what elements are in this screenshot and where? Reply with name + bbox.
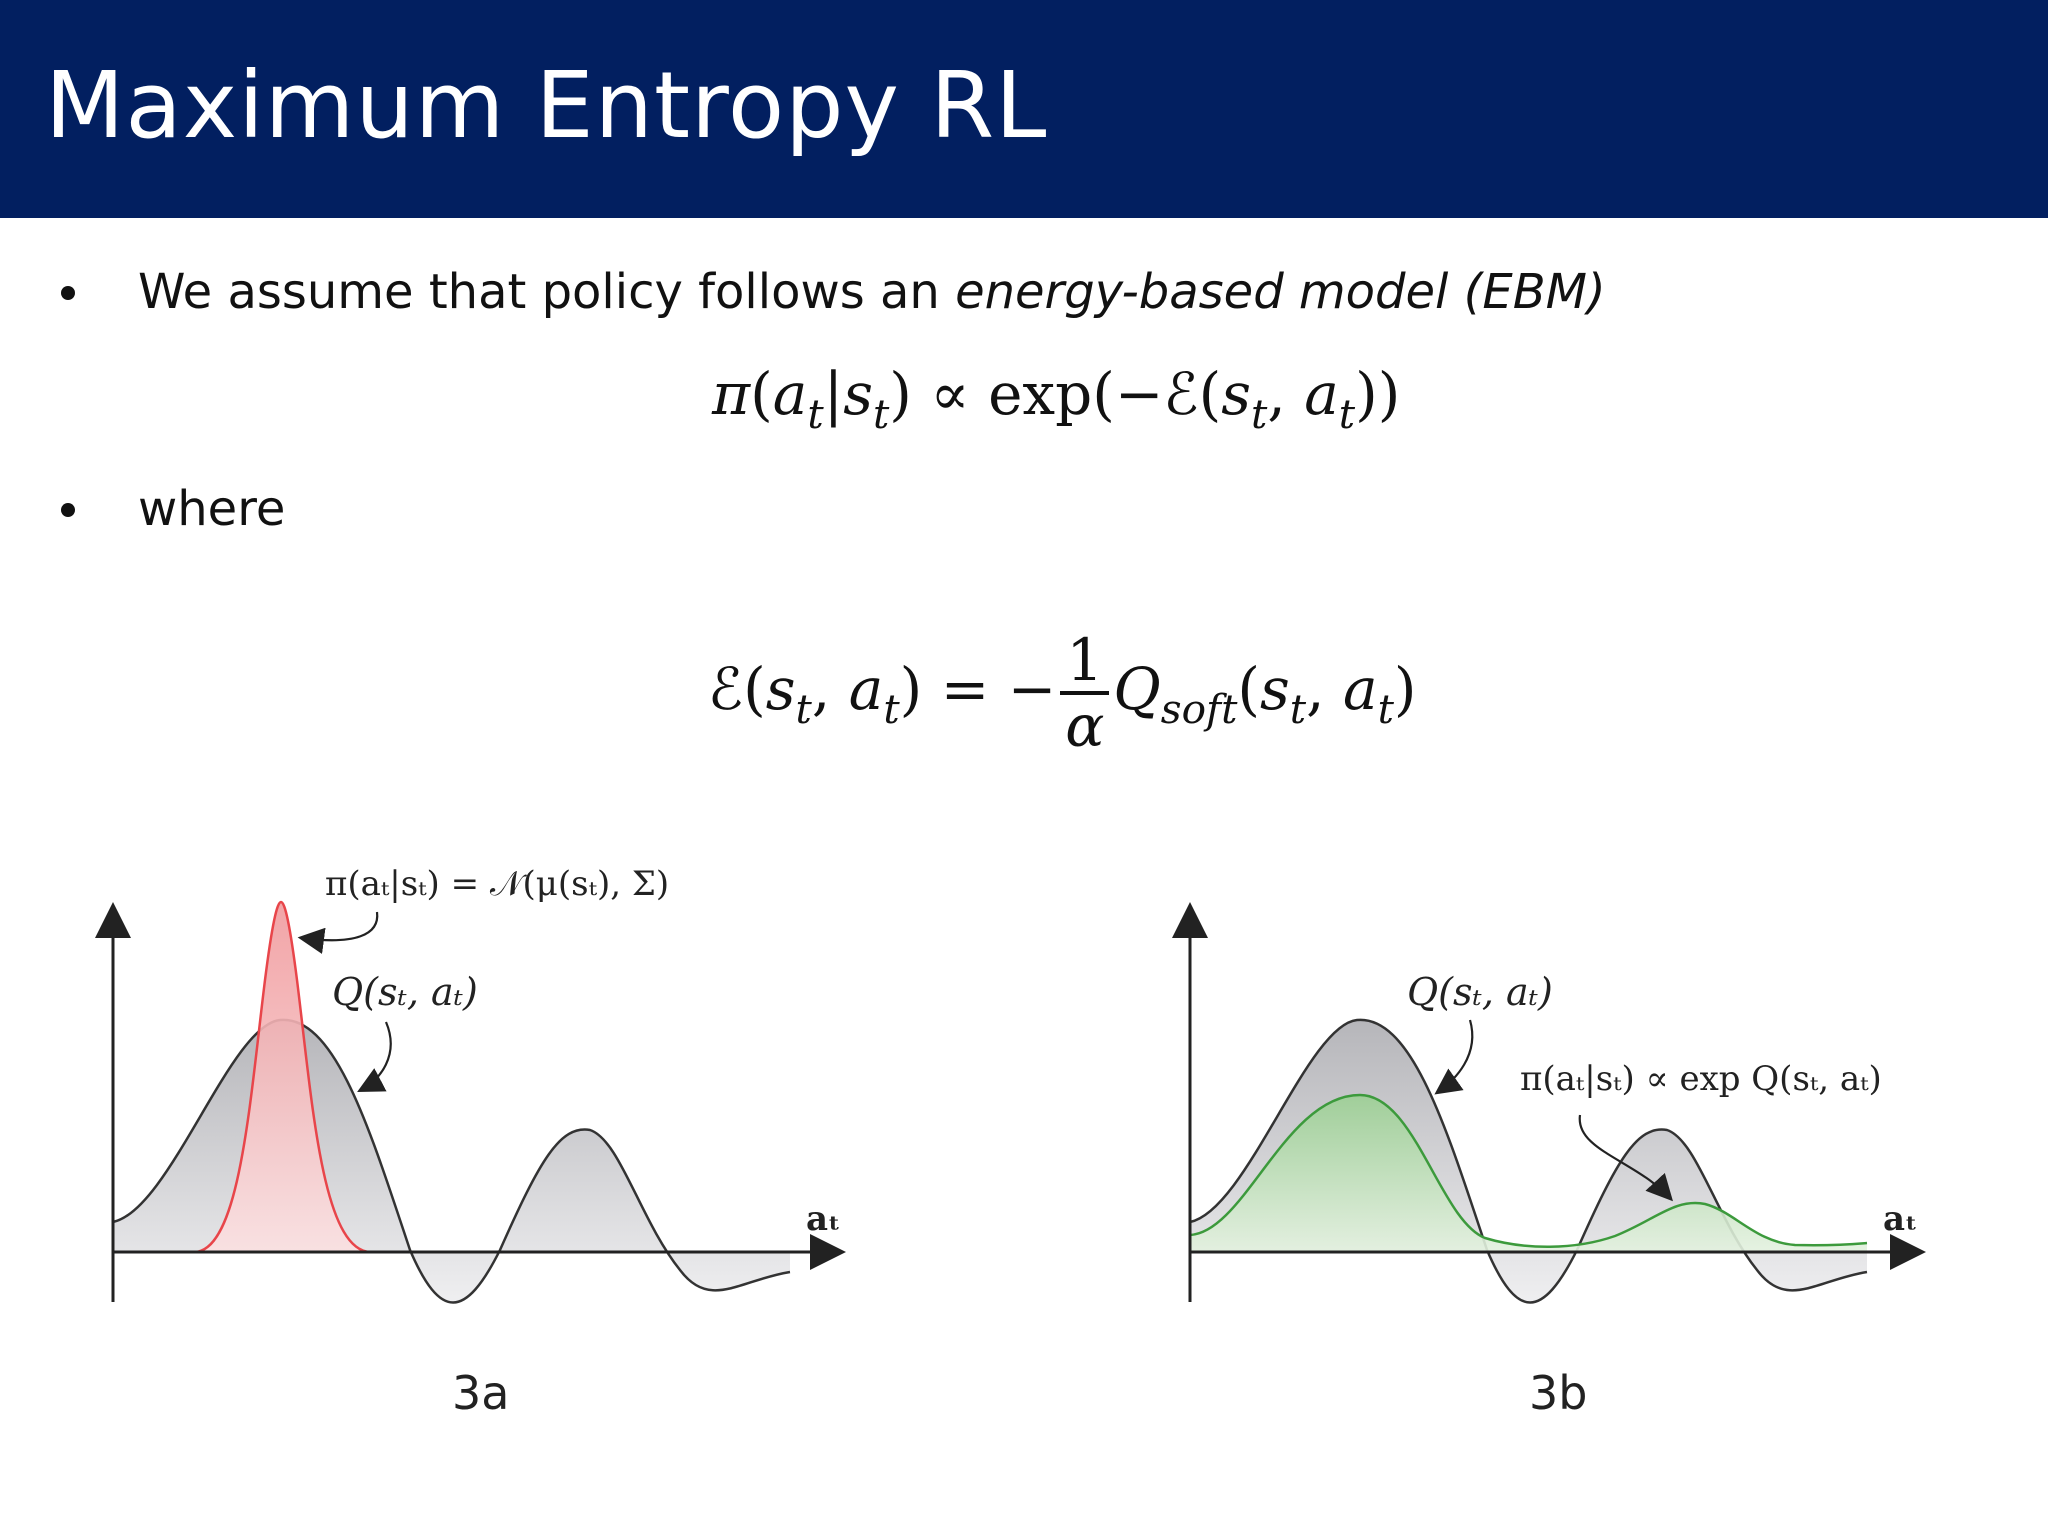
eq-symbol: a [772, 360, 808, 428]
eq-subscript: t [1338, 390, 1356, 439]
eq-symbol: ℰ [1163, 360, 1199, 428]
eq-symbol: s [765, 655, 796, 724]
figure-caption: 3b [1529, 1366, 1588, 1420]
q-label: Q(sₜ, aₜ) [1407, 970, 1553, 1014]
energy-equation: ℰ(st, at) = −1 α Qsoft(st, at) [708, 626, 1417, 760]
q-label: Q(sₜ, aₜ) [332, 970, 478, 1014]
eq-subscript: soft [1160, 685, 1238, 734]
policy-fill [195, 902, 370, 1252]
fraction-denominator: α [1065, 691, 1105, 760]
bullet-icon [61, 503, 75, 517]
eq-symbol: a [1304, 360, 1339, 428]
eq-symbol: s [1260, 655, 1290, 724]
q-pointer-arrow [1434, 1019, 1474, 1095]
figure-caption: 3a [452, 1366, 510, 1420]
eq-symbol: π [712, 360, 751, 428]
eq-subscript: t [1289, 685, 1307, 734]
title-bar: Maximum Entropy RL [0, 0, 2048, 218]
policy-pointer-arrow [297, 911, 379, 954]
x-axis-label: aₜ [806, 1199, 841, 1239]
eq-subscript: t [807, 390, 824, 439]
figure-3a: π(aₜ|sₜ) = 𝒩(μ(sₜ), Σ) Q(sₜ, aₜ) aₜ 3a [80, 840, 880, 1420]
eq-symbol: a [1342, 655, 1378, 724]
policy-label: π(aₜ|sₜ) = 𝒩(μ(sₜ), Σ) [325, 864, 669, 904]
figure-3b-plot: Q(sₜ, aₜ) π(aₜ|sₜ) ∝ exp Q(sₜ, aₜ) aₜ [1172, 902, 1926, 1304]
policy-fill [1190, 1095, 1867, 1252]
policy-label: π(aₜ|sₜ) ∝ exp Q(sₜ, aₜ) [1520, 1059, 1882, 1099]
eq-subscript: t [883, 685, 900, 734]
eq-symbol: ℰ [708, 655, 744, 724]
eq-symbol: s [1221, 360, 1252, 428]
q-curve-fill [113, 1019, 790, 1303]
bullet-icon [61, 286, 75, 300]
eq-subscript: t [872, 390, 890, 439]
eq-symbol: Q [1113, 655, 1161, 724]
policy-curve [194, 900, 371, 1254]
eq-symbol: s [843, 360, 873, 428]
policy-curve [1189, 1093, 1868, 1248]
bullet-item: We assume that policy follows an energy-… [0, 258, 2048, 328]
figure-3b: Q(sₜ, aₜ) π(aₜ|sₜ) ∝ exp Q(sₜ, aₜ) aₜ 3b [1155, 840, 1955, 1420]
eq-subscript: t [1251, 390, 1268, 439]
slide-title: Maximum Entropy RL [45, 52, 1048, 159]
bullet-text-plain: We assume that policy follows an [138, 264, 956, 320]
eq-subscript: t [795, 685, 812, 734]
bullet-text-italic: energy-based model (EBM) [955, 264, 1606, 320]
policy-equation: π(at|st) ∝ exp(−ℰ(st, at)) [712, 360, 1401, 439]
eq-symbol: a [848, 655, 884, 724]
bullet-text: We assume that policy follows an energy-… [138, 264, 1606, 320]
figure-3a-plot: π(aₜ|sₜ) = 𝒩(μ(sₜ), Σ) Q(sₜ, aₜ) aₜ [95, 864, 846, 1304]
q-pointer-arrow [357, 1021, 392, 1093]
x-axis-label: aₜ [1883, 1199, 1918, 1239]
policy-pointer-arrow [1578, 1114, 1673, 1202]
eq-symbol: exp [988, 360, 1093, 428]
bullet-item: where [0, 475, 2048, 545]
eq-symbol: ∝ [930, 360, 970, 428]
fraction-numerator: 1 [1060, 630, 1110, 695]
eq-subscript: t [1377, 685, 1394, 734]
bullet-text: where [138, 481, 286, 537]
